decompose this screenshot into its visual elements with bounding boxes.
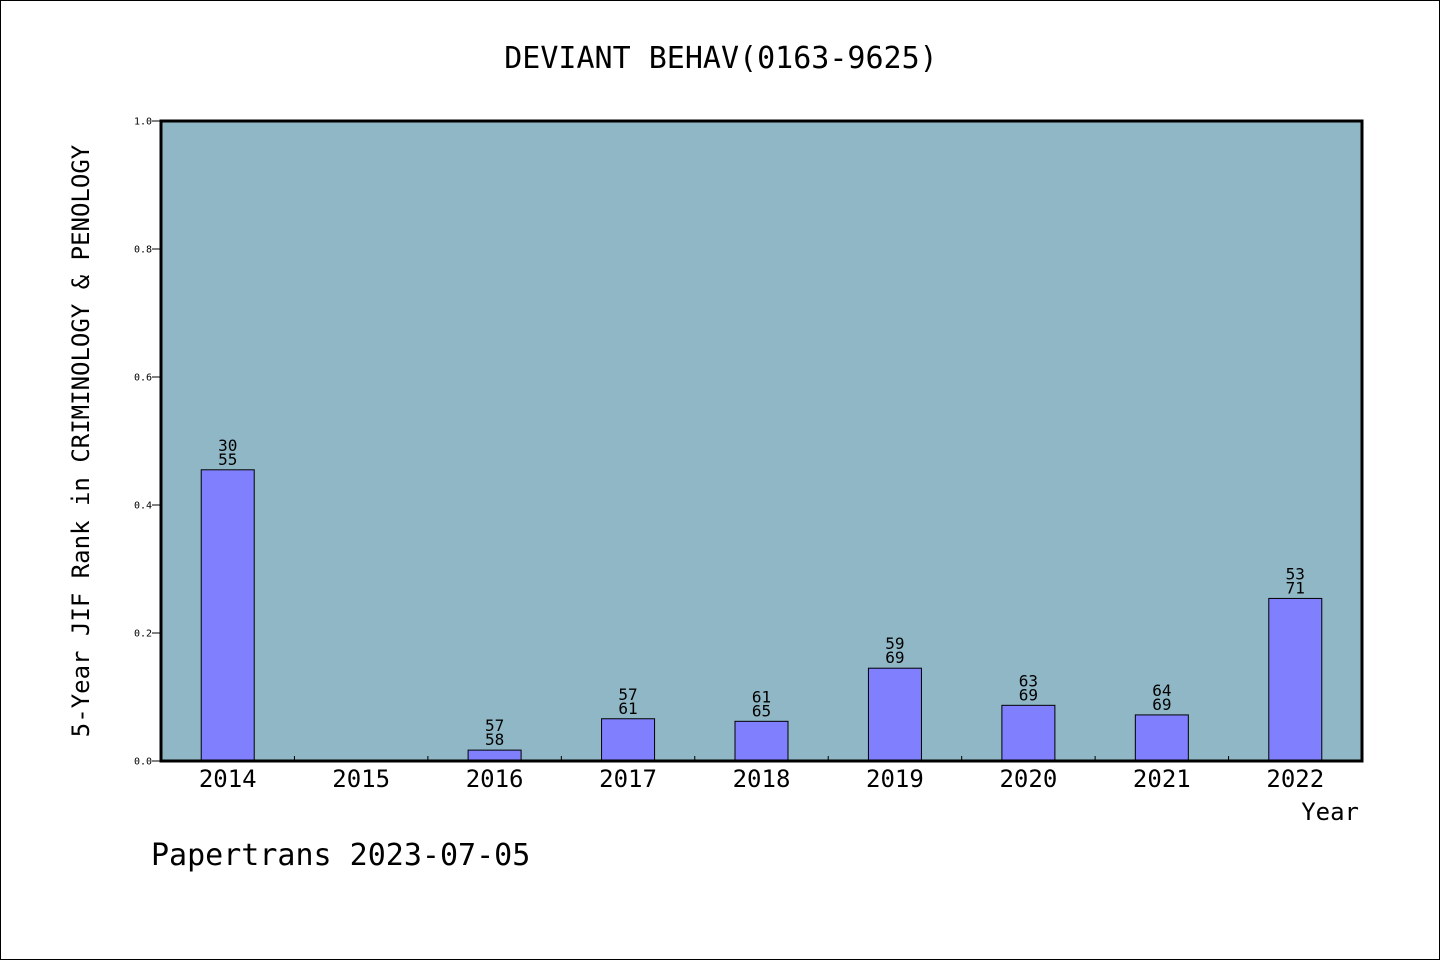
x-tick-label: 2021: [1133, 765, 1191, 793]
bar-label-bottom: 71: [1286, 578, 1305, 597]
bar-label-bottom: 69: [1152, 695, 1171, 714]
bar-2014: [200, 469, 255, 762]
bar-label-bottom: 69: [1019, 685, 1038, 704]
bar-label-bottom: 55: [218, 450, 237, 469]
x-tick-label: 2015: [332, 765, 390, 793]
bar-label-top: 57: [618, 685, 637, 704]
y-tick-label: 1.0: [134, 117, 152, 128]
y-axis-label: 5-Year JIF Rank in CRIMINOLOGY & PENOLOG…: [67, 144, 95, 737]
x-axis-label: Year: [1301, 798, 1359, 826]
y-tick-label: 0.8: [134, 245, 152, 256]
y-axis: 0.0 0.2 0.4 0.6 0.8 1.0: [134, 117, 161, 768]
bar-label-top: 59: [885, 634, 904, 653]
bar-2020: [1001, 704, 1056, 762]
x-tick-label: 2022: [1266, 765, 1324, 793]
bar-2017: [601, 718, 656, 762]
chart-title: DEVIANT BEHAV(0163-9625): [504, 41, 937, 76]
y-tick-label: 0.6: [134, 373, 152, 384]
x-tick-label: 2014: [199, 765, 257, 793]
y-tick-label: 0.4: [134, 501, 152, 512]
bar-label-bottom: 65: [752, 701, 771, 720]
bar-label-bottom: 69: [885, 648, 904, 667]
y-tick-label: 0.2: [134, 629, 152, 640]
x-tick-label: 2019: [866, 765, 924, 793]
x-tick-label: 2017: [599, 765, 657, 793]
bar-label-top: 64: [1152, 681, 1171, 700]
x-axis: 2014 2015 2016 2017 2018 2019 2020 2021 2022: [199, 756, 1324, 793]
footer-credit: Papertrans 2023-07-05: [151, 838, 530, 873]
x-tick-label: 2020: [999, 765, 1057, 793]
bars-group: [200, 469, 1323, 762]
bar-label-top: 57: [485, 716, 504, 735]
y-tick-label: 0.0: [134, 757, 152, 768]
bar-label-bottom: 61: [618, 699, 637, 718]
bar-2016: [467, 749, 522, 762]
plot-area: [161, 121, 1362, 761]
bar-label-top: 30: [218, 436, 237, 455]
bar-label-top: 63: [1019, 671, 1038, 690]
x-tick-label: 2018: [733, 765, 791, 793]
bar-label-top: 61: [752, 687, 771, 706]
x-tick-label: 2016: [466, 765, 524, 793]
bar-label-top: 53: [1286, 564, 1305, 583]
bar-2018: [734, 720, 789, 762]
plot-border: [159, 119, 1364, 763]
bar-label-bottom: 58: [485, 730, 504, 749]
bar-2021: [1134, 714, 1189, 762]
bar-2022: [1268, 597, 1323, 762]
bar-2019: [867, 667, 922, 762]
